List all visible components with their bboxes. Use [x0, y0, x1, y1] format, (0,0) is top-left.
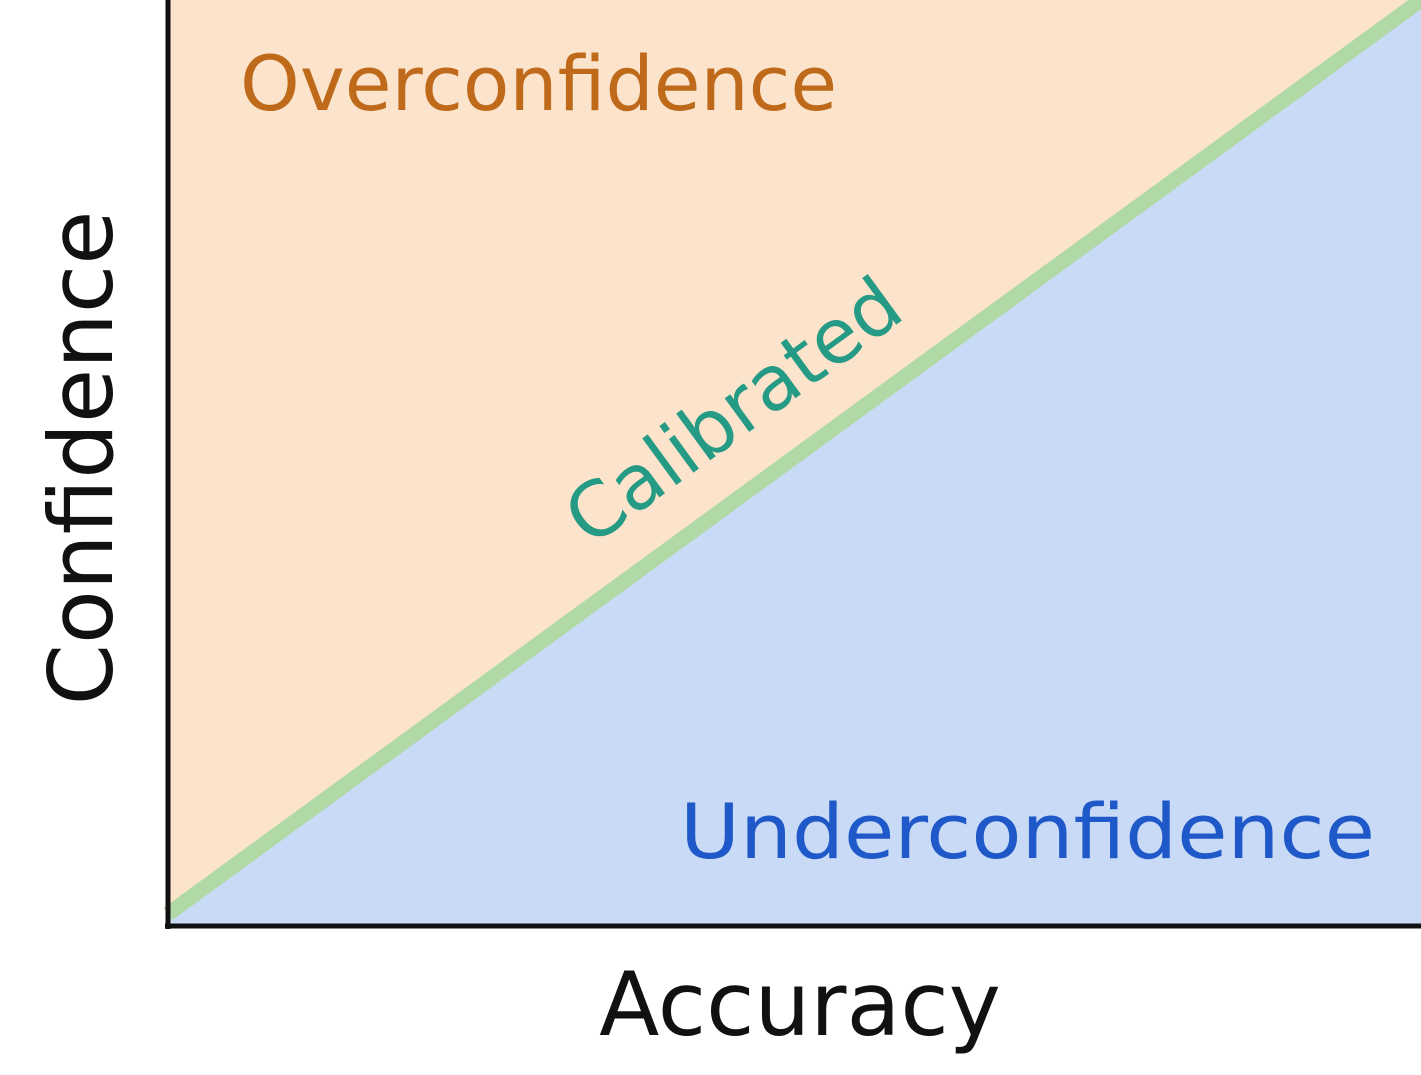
- overconfidence-label: Overconfidence: [240, 39, 837, 128]
- y-axis-label: Confidence: [30, 211, 133, 706]
- x-axis-label: Accuracy: [599, 953, 1001, 1056]
- underconfidence-label: Underconfidence: [680, 787, 1375, 876]
- calibrated-line: [163, 0, 1421, 921]
